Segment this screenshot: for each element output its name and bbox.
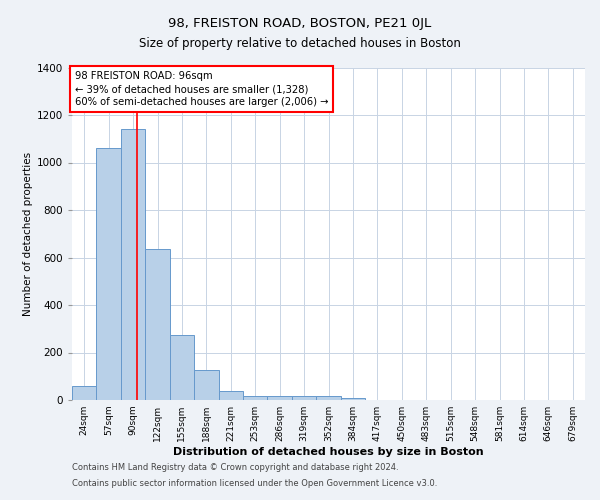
Bar [292, 396, 316, 400]
Bar [145, 249, 170, 400]
Bar [121, 129, 145, 400]
Text: 98 FREISTON ROAD: 96sqm
← 39% of detached houses are smaller (1,328)
60% of semi: 98 FREISTON ROAD: 96sqm ← 39% of detache… [74, 71, 328, 107]
Y-axis label: Number of detached properties: Number of detached properties [23, 152, 32, 316]
Text: Contains public sector information licensed under the Open Government Licence v3: Contains public sector information licen… [72, 478, 437, 488]
Bar [97, 148, 121, 400]
Bar [194, 370, 218, 400]
Bar [243, 396, 268, 400]
Text: 98, FREISTON ROAD, BOSTON, PE21 0JL: 98, FREISTON ROAD, BOSTON, PE21 0JL [169, 18, 431, 30]
Bar [341, 398, 365, 400]
Text: Contains HM Land Registry data © Crown copyright and database right 2024.: Contains HM Land Registry data © Crown c… [72, 464, 398, 472]
X-axis label: Distribution of detached houses by size in Boston: Distribution of detached houses by size … [173, 447, 484, 457]
Bar [218, 390, 243, 400]
Bar [72, 386, 97, 400]
Bar [170, 334, 194, 400]
Bar [268, 396, 292, 400]
Text: Size of property relative to detached houses in Boston: Size of property relative to detached ho… [139, 38, 461, 51]
Bar [316, 396, 341, 400]
